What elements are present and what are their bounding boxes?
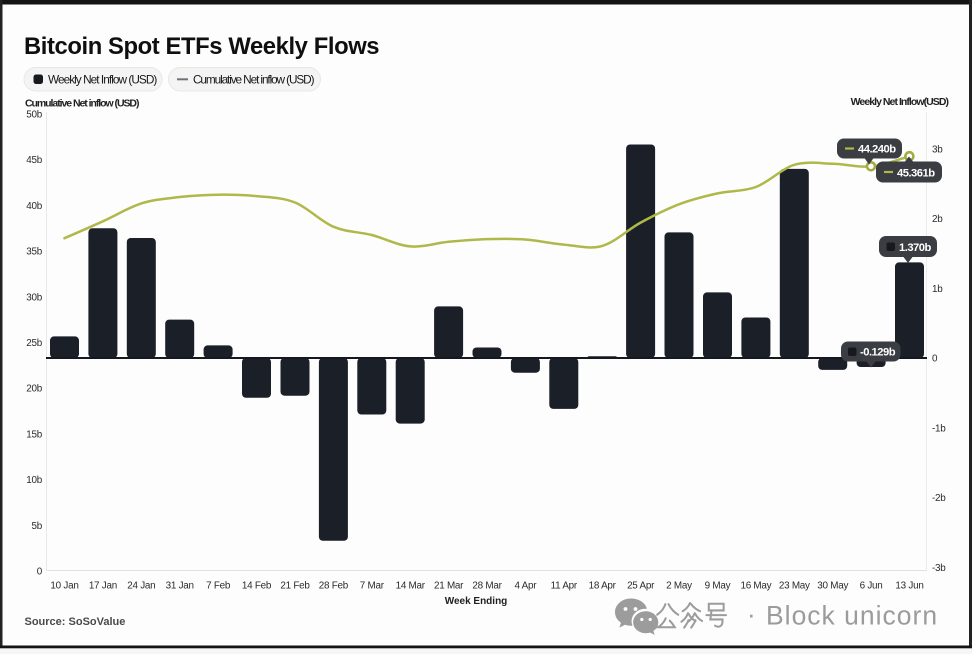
svg-text:40b: 40b [26, 201, 42, 212]
svg-text:18 Apr: 18 Apr [589, 581, 617, 592]
svg-text:14 Mar: 14 Mar [396, 581, 426, 592]
svg-text:45b: 45b [26, 155, 42, 166]
svg-text:Weekly Net Inflow (USD): Weekly Net Inflow (USD) [48, 73, 157, 87]
svg-text:7 Feb: 7 Feb [206, 581, 231, 592]
svg-text:5b: 5b [32, 521, 43, 532]
svg-text:Week Ending: Week Ending [445, 596, 508, 607]
svg-text:Block unicorn: Block unicorn [766, 601, 938, 631]
svg-text:7 Mar: 7 Mar [360, 581, 385, 592]
svg-text:14 Feb: 14 Feb [242, 581, 272, 592]
svg-text:1.370b: 1.370b [899, 242, 931, 254]
svg-text:21 Feb: 21 Feb [280, 581, 310, 592]
svg-text:-0.129b: -0.129b [860, 347, 896, 359]
svg-text:Cumulative Net inflow (USD): Cumulative Net inflow (USD) [193, 73, 315, 87]
svg-text:50b: 50b [26, 109, 42, 120]
svg-text:28 Feb: 28 Feb [319, 581, 349, 592]
svg-text:0: 0 [37, 567, 43, 578]
svg-text:25 Apr: 25 Apr [627, 581, 655, 592]
svg-text:·: · [747, 599, 756, 629]
svg-text:13 Jun: 13 Jun [895, 581, 923, 592]
svg-text:44.240b: 44.240b [858, 144, 896, 156]
svg-text:23 May: 23 May [779, 581, 810, 592]
svg-text:45.361b: 45.361b [897, 167, 935, 179]
svg-text:2 May: 2 May [666, 581, 692, 592]
svg-text:24 Jan: 24 Jan [127, 581, 155, 592]
svg-text:28 Mar: 28 Mar [472, 581, 502, 592]
svg-text:9 May: 9 May [705, 581, 731, 592]
svg-text:-1b: -1b [932, 423, 946, 434]
svg-text:17 Jan: 17 Jan [89, 581, 117, 592]
svg-text:1b: 1b [932, 284, 943, 295]
svg-text:2b: 2b [932, 214, 943, 225]
svg-text:35b: 35b [26, 247, 42, 258]
svg-text:31 Jan: 31 Jan [166, 581, 194, 592]
svg-text:Cumulative Net inflow (USD): Cumulative Net inflow (USD) [25, 98, 139, 110]
svg-text:10b: 10b [26, 475, 42, 486]
svg-text:16 May: 16 May [740, 581, 771, 592]
svg-text:-2b: -2b [932, 493, 946, 504]
svg-text:25b: 25b [26, 338, 42, 349]
svg-text:0: 0 [932, 354, 938, 365]
svg-text:30b: 30b [26, 292, 42, 303]
svg-text:21 Mar: 21 Mar [434, 581, 464, 592]
svg-text:15b: 15b [26, 429, 42, 440]
svg-text:30 May: 30 May [817, 581, 848, 592]
svg-text:Source: SoSoValue: Source: SoSoValue [25, 616, 126, 628]
svg-text:10 Jan: 10 Jan [50, 581, 78, 592]
svg-text:20b: 20b [26, 384, 42, 395]
svg-text:Weekly Net Inflow(USD): Weekly Net Inflow(USD) [851, 96, 949, 108]
svg-text:-3b: -3b [932, 563, 946, 574]
svg-text:11 Apr: 11 Apr [551, 581, 578, 592]
svg-text:3b: 3b [932, 144, 943, 155]
svg-text:4 Apr: 4 Apr [514, 581, 537, 592]
svg-text:Bitcoin Spot ETFs Weekly Flows: Bitcoin Spot ETFs Weekly Flows [24, 33, 379, 60]
svg-text:6 Jun: 6 Jun [860, 581, 883, 592]
